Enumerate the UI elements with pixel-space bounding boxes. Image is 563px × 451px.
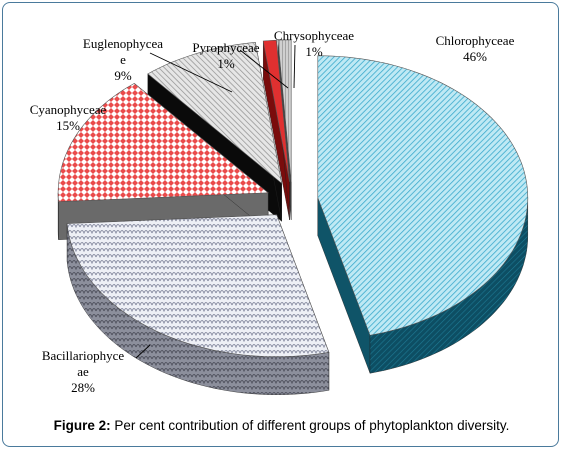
label-chrysophyceae: Chrysophyceae 1% (273, 28, 355, 59)
leader-line-bacillariophyceae (135, 344, 151, 359)
slice-chrysophyceae (277, 39, 292, 182)
label-cyanophyceae: Cyanophyceae 15% (29, 102, 107, 133)
leader-line-euglenophyceae (149, 52, 233, 93)
slice-pyrophyceae (262, 39, 290, 182)
slice-chlorophyceae (317, 55, 529, 336)
leader-line-pyrophyceae (239, 49, 289, 89)
caption-label: Figure 2: (53, 418, 111, 433)
label-bacillariophyceae: Bacillariophyce ae 28% (41, 348, 125, 395)
leader-line-chrysophyceae (293, 44, 296, 89)
label-pyrophyceae: Pyrophyceae 1% (192, 40, 260, 71)
caption-text: Per cent contribution of different group… (110, 418, 510, 433)
label-chlorophyceae: Chlorophyceae 46% (435, 33, 515, 64)
pie-chart (57, 39, 529, 395)
label-euglenophyceae: Euglenophycea e 9% (82, 36, 164, 83)
slice-euglenophyceae (147, 42, 283, 185)
figure-caption: Figure 2: Per cent contribution of diffe… (0, 418, 563, 433)
slice-bacillariophyceae (66, 214, 330, 357)
slice-cyanophyceae (57, 83, 269, 203)
